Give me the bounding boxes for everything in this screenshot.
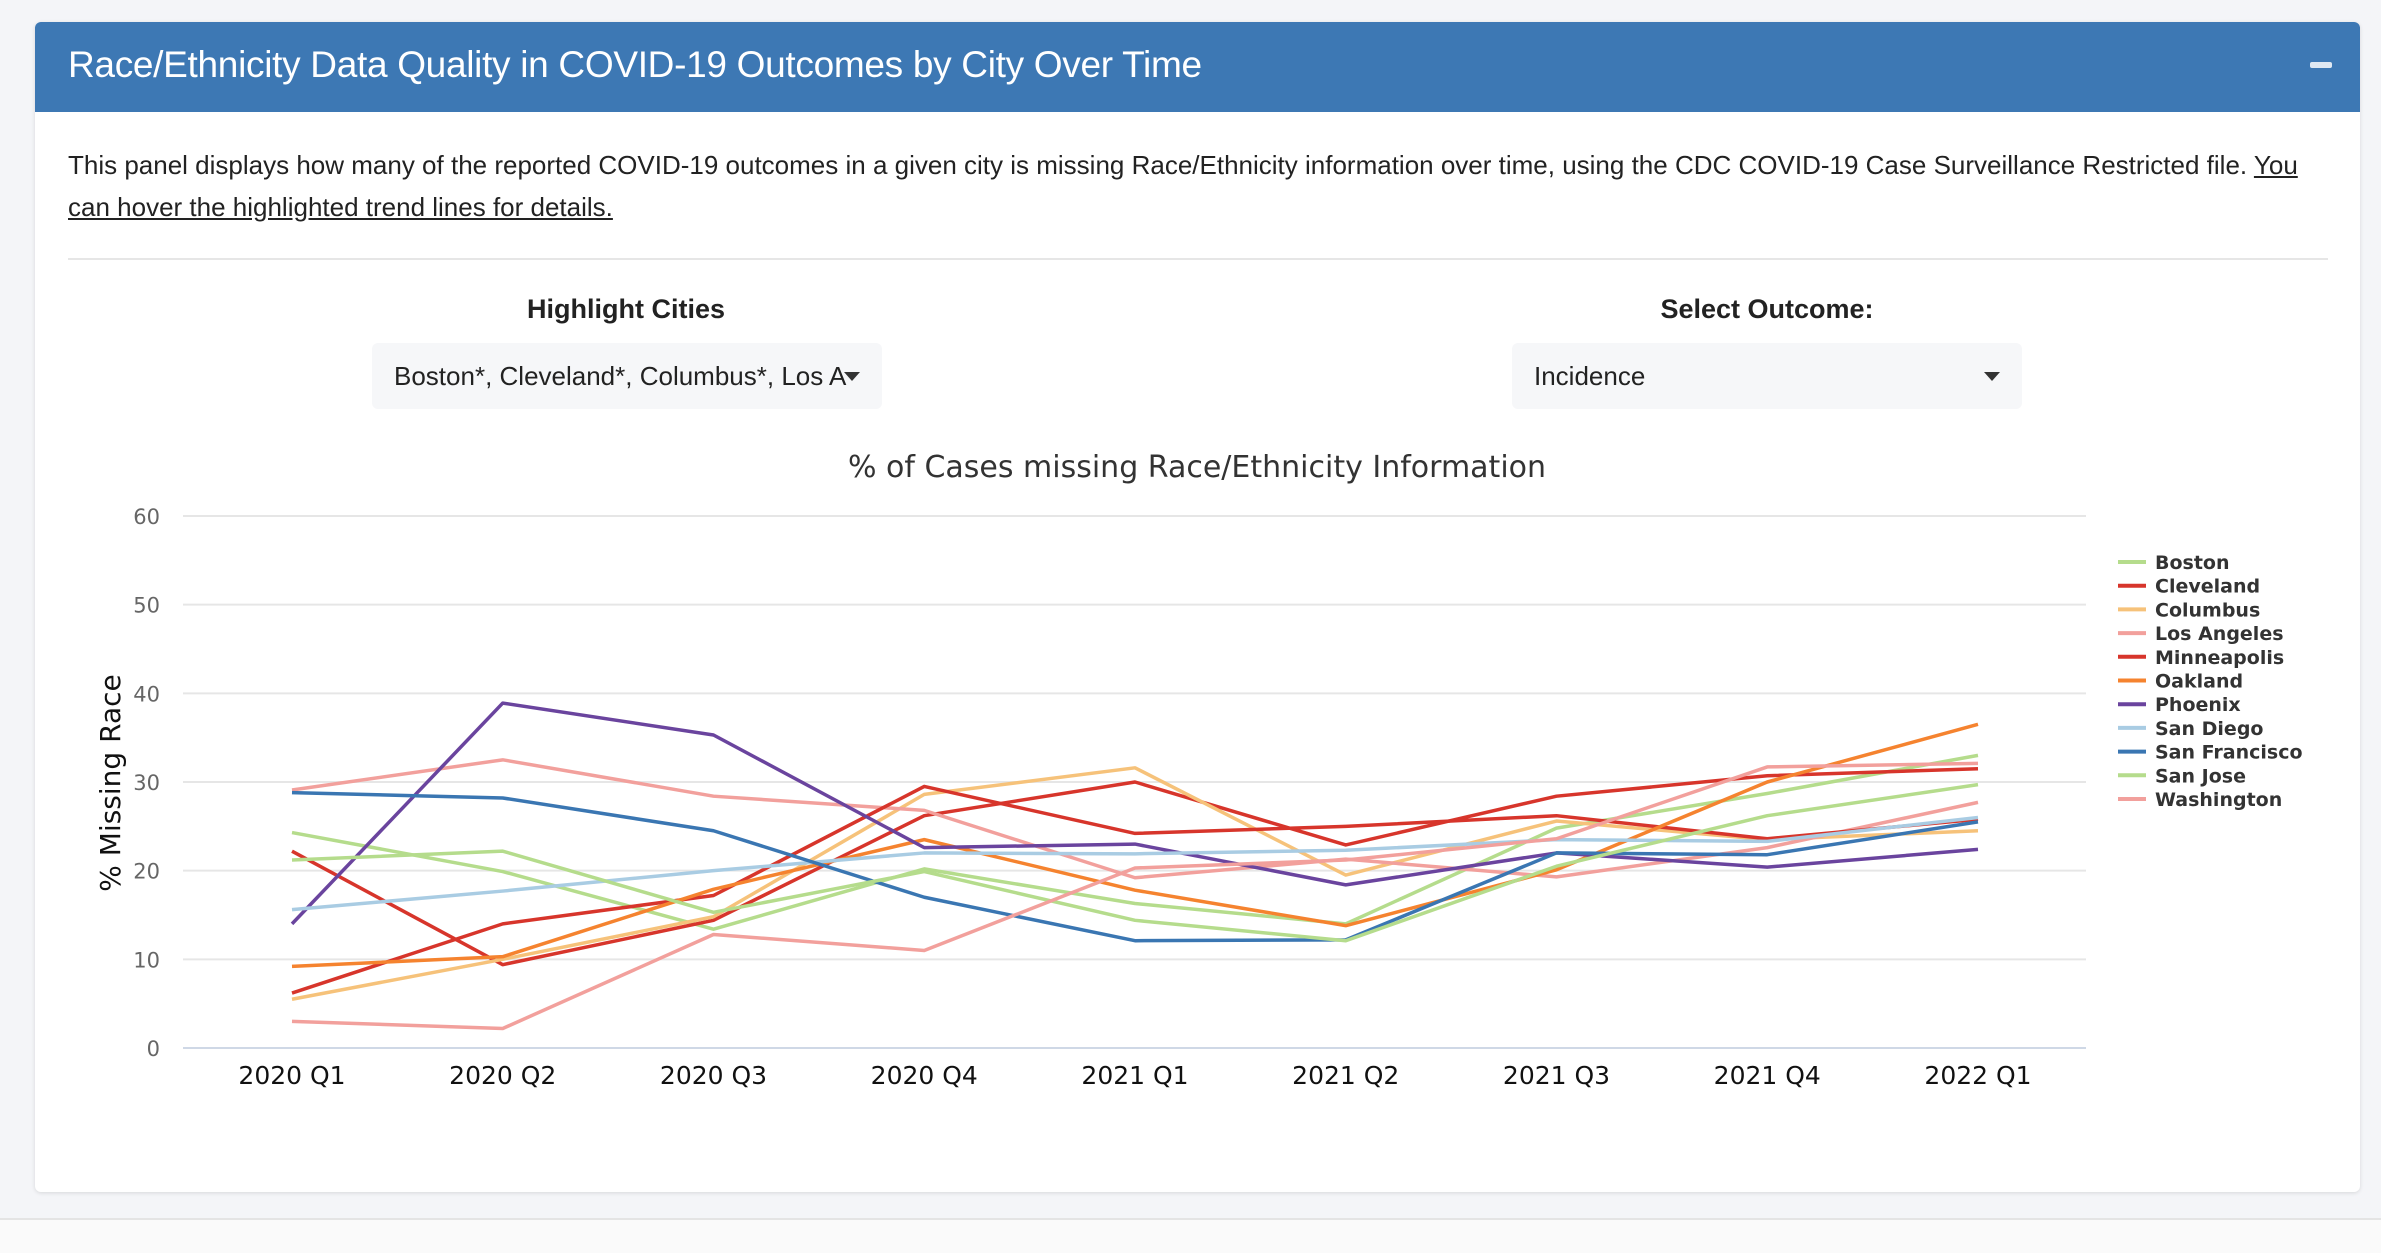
panel-description: This panel displays how many of the repo… — [68, 144, 2328, 228]
legend-label: Minneapolis — [2155, 647, 2284, 669]
series-line-los-angeles[interactable] — [291, 758, 1979, 880]
legend-item[interactable]: San Francisco — [2118, 742, 2303, 764]
y-tick-label: 20 — [133, 860, 160, 884]
panel-header: Race/Ethnicity Data Quality in COVID-19 … — [35, 22, 2360, 112]
x-tick-label: 2021 Q3 — [1503, 1061, 1610, 1090]
select-outcome-dropdown[interactable]: Incidence — [1512, 343, 2022, 409]
y-tick-label: 10 — [133, 948, 160, 972]
y-axis-title: % Missing Race — [94, 674, 127, 891]
legend-item[interactable]: San Diego — [2118, 718, 2263, 740]
legend-label: San Diego — [2155, 718, 2263, 740]
legend-item[interactable]: Boston — [2118, 552, 2230, 574]
y-tick-label: 40 — [133, 682, 160, 706]
series-line-san-diego[interactable] — [291, 815, 1979, 912]
highlight-cities-select[interactable]: Boston*, Cleveland*, Columbus*, Los A — [372, 343, 882, 409]
highlight-cities-value: Boston*, Cleveland*, Columbus*, Los A — [394, 361, 847, 391]
description-text: This panel displays how many of the repo… — [68, 150, 2254, 180]
legend-item[interactable]: Columbus — [2118, 599, 2260, 621]
legend-item[interactable]: Washington — [2118, 789, 2282, 811]
series-line-boston[interactable] — [291, 753, 1979, 931]
chevron-down-icon — [1984, 372, 2000, 381]
divider — [68, 258, 2328, 260]
legend-item[interactable]: San Jose — [2118, 765, 2246, 787]
legend-item[interactable]: Cleveland — [2118, 576, 2260, 598]
minus-icon[interactable] — [2310, 62, 2332, 68]
select-outcome-label: Select Outcome: — [1660, 294, 1874, 324]
legend-label: Cleveland — [2155, 576, 2260, 598]
series-line-washington[interactable] — [291, 761, 1979, 1031]
series-line-san-jose[interactable] — [291, 782, 1979, 943]
panel-title: Race/Ethnicity Data Quality in COVID-19 … — [68, 44, 1202, 85]
x-tick-label: 2020 Q3 — [660, 1061, 767, 1090]
legend-label: San Francisco — [2155, 742, 2303, 764]
legend-label: Columbus — [2155, 599, 2260, 621]
footer — [0, 1220, 2381, 1253]
x-tick-label: 2020 Q1 — [238, 1061, 345, 1090]
y-tick-label: 50 — [133, 594, 160, 618]
select-outcome-value: Incidence — [1534, 361, 1646, 391]
legend-item[interactable]: Phoenix — [2118, 694, 2241, 716]
series-line-phoenix[interactable] — [290, 701, 1979, 926]
legend-label: Los Angeles — [2155, 623, 2284, 645]
series-line-san-francisco[interactable] — [291, 790, 1979, 943]
x-tick-label: 2022 Q1 — [1924, 1061, 2031, 1090]
x-tick-label: 2020 Q2 — [449, 1061, 556, 1090]
legend-item[interactable]: Los Angeles — [2118, 623, 2284, 645]
legend-label: Oakland — [2155, 671, 2243, 693]
y-tick-label: 0 — [147, 1037, 160, 1061]
x-tick-label: 2021 Q4 — [1714, 1061, 1821, 1090]
legend-item[interactable]: Oakland — [2118, 671, 2243, 693]
chevron-down-icon — [844, 372, 860, 381]
highlight-cities-label: Highlight Cities — [527, 294, 725, 324]
legend-label: Boston — [2155, 552, 2230, 574]
series-line-oakland[interactable] — [291, 722, 1979, 969]
x-tick-label: 2021 Q1 — [1081, 1061, 1188, 1090]
legend-label: Phoenix — [2155, 694, 2241, 716]
legend-item[interactable]: Minneapolis — [2118, 647, 2284, 669]
y-tick-label: 60 — [133, 505, 160, 529]
chart-panel: Race/Ethnicity Data Quality in COVID-19 … — [35, 22, 2360, 1192]
legend-label: Washington — [2155, 789, 2282, 811]
footer-divider — [0, 1218, 2381, 1220]
series-line-cleveland[interactable] — [291, 766, 1979, 967]
hover-details-link[interactable]: You can hover the highlighted trend line… — [68, 150, 2298, 222]
y-tick-label: 30 — [133, 771, 160, 795]
legend-label: San Jose — [2155, 765, 2246, 787]
x-tick-label: 2021 Q2 — [1292, 1061, 1399, 1090]
chart-title: % of Cases missing Race/Ethnicity Inform… — [848, 450, 1546, 485]
x-tick-label: 2020 Q4 — [871, 1061, 978, 1090]
